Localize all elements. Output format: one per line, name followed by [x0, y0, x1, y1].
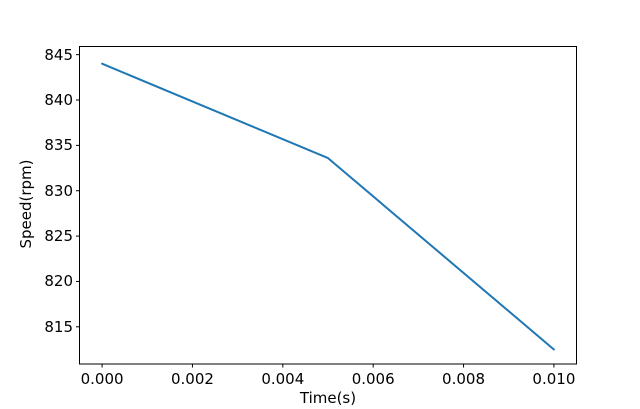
x-tick-label: 0.006: [351, 370, 395, 388]
y-tick-label: 830: [44, 181, 73, 200]
y-tick-label: 845: [44, 45, 73, 64]
y-tick-label: 840: [44, 91, 73, 110]
y-tick-label: 820: [44, 272, 73, 291]
x-tick-label: 0.008: [442, 370, 485, 388]
x-tick-label: 0.010: [532, 370, 576, 388]
x-tick-label: 0.002: [170, 370, 214, 388]
y-axis-label: Speed(rpm): [17, 159, 35, 249]
tick-marks: [76, 54, 555, 368]
y-tick-label: 825: [44, 227, 73, 246]
y-tick-label: 835: [44, 136, 73, 155]
y-tick-label: 815: [44, 317, 73, 336]
plot-border: [79, 46, 577, 365]
x-tick-label: 0.004: [261, 370, 305, 388]
line-series-speed: [101, 62, 555, 351]
x-tick-label: 0.000: [80, 370, 124, 388]
x-axis-label: Time(s): [299, 389, 357, 407]
